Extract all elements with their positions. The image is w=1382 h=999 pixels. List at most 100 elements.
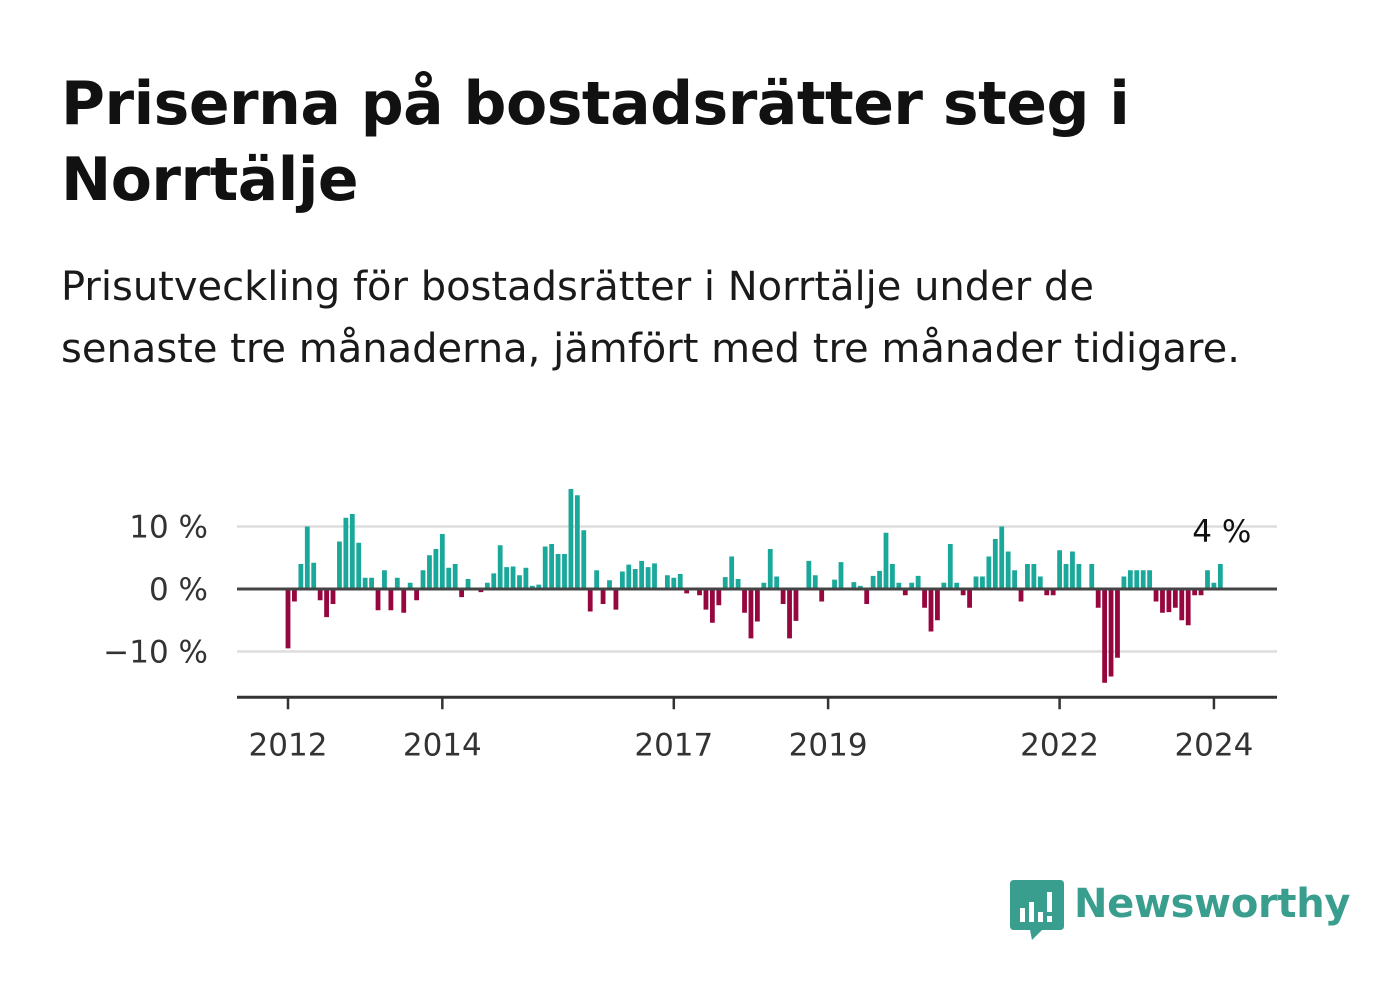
bar bbox=[1127, 570, 1133, 589]
bar bbox=[870, 575, 876, 590]
bar bbox=[1153, 589, 1159, 602]
bar bbox=[819, 589, 825, 602]
bar bbox=[478, 589, 484, 593]
bar bbox=[1089, 564, 1095, 589]
bar bbox=[1025, 564, 1030, 589]
chart-subtitle: Prisutveckling för bostadsrätter i Norrt… bbox=[61, 264, 1240, 372]
bar bbox=[671, 577, 677, 589]
bar bbox=[1217, 564, 1223, 589]
bar bbox=[1185, 589, 1191, 626]
y-tick-label: −10 % bbox=[103, 635, 208, 671]
bar bbox=[613, 589, 619, 610]
bar bbox=[716, 589, 722, 606]
bar bbox=[337, 541, 342, 589]
bar bbox=[742, 589, 747, 613]
bar bbox=[780, 589, 786, 604]
x-tick-label: 2012 bbox=[249, 727, 328, 763]
bar bbox=[594, 570, 600, 589]
bar bbox=[909, 582, 915, 589]
bar bbox=[555, 554, 561, 589]
bar bbox=[446, 567, 452, 589]
bar bbox=[896, 582, 902, 589]
bar bbox=[401, 589, 407, 613]
bar bbox=[1179, 589, 1185, 621]
bar bbox=[632, 569, 638, 589]
bar bbox=[941, 582, 947, 589]
bar bbox=[581, 530, 587, 589]
bar bbox=[504, 567, 510, 590]
x-tick-label: 2014 bbox=[403, 727, 482, 763]
bar-chart-speech-bubble-icon bbox=[1010, 880, 1064, 940]
bar bbox=[703, 589, 709, 610]
bar bbox=[414, 589, 419, 601]
bar bbox=[980, 576, 985, 589]
bar bbox=[600, 589, 606, 604]
bar bbox=[832, 579, 837, 590]
bar bbox=[510, 566, 516, 589]
bar bbox=[626, 564, 632, 590]
bar bbox=[935, 589, 940, 621]
bar bbox=[375, 589, 381, 611]
bar bbox=[1044, 589, 1050, 596]
bar bbox=[356, 542, 362, 589]
bar bbox=[1057, 550, 1062, 589]
bar bbox=[1070, 551, 1075, 589]
bar bbox=[562, 554, 567, 589]
bar bbox=[619, 571, 625, 589]
bar bbox=[684, 589, 690, 594]
bar bbox=[1172, 589, 1178, 608]
bar bbox=[1102, 589, 1108, 683]
bar bbox=[292, 589, 297, 602]
brand-name: Newsworthy bbox=[1074, 881, 1351, 927]
bar bbox=[568, 489, 574, 589]
bar bbox=[767, 549, 773, 589]
x-tick-label: 2017 bbox=[634, 727, 713, 763]
bar bbox=[1192, 589, 1198, 596]
bar bbox=[999, 526, 1005, 589]
bar bbox=[439, 534, 445, 589]
bar bbox=[1012, 570, 1017, 589]
bar bbox=[1134, 570, 1140, 589]
bar bbox=[1121, 576, 1127, 589]
bar bbox=[793, 589, 799, 621]
bar bbox=[787, 589, 792, 639]
bar bbox=[298, 564, 304, 589]
bar bbox=[729, 556, 735, 589]
bar bbox=[915, 575, 921, 590]
bar bbox=[491, 573, 497, 590]
bar bbox=[664, 575, 670, 589]
bar bbox=[697, 589, 702, 596]
bar bbox=[857, 585, 863, 590]
bar bbox=[806, 560, 812, 590]
bar bbox=[330, 589, 336, 604]
bar bbox=[1115, 589, 1120, 658]
bar bbox=[523, 567, 529, 589]
bar bbox=[902, 589, 908, 596]
bar bbox=[890, 564, 895, 589]
bar bbox=[1140, 570, 1146, 589]
bar bbox=[285, 589, 291, 649]
bar bbox=[1037, 576, 1043, 589]
bar bbox=[529, 585, 535, 590]
chart-title: Priserna på bostadsrätter steg i Norrtäl… bbox=[61, 69, 1130, 215]
bar bbox=[748, 589, 754, 639]
bar bbox=[1018, 589, 1024, 602]
bar bbox=[1166, 589, 1172, 613]
y-tick-label: 10 % bbox=[129, 510, 208, 546]
bar bbox=[922, 589, 927, 608]
bar bbox=[382, 570, 387, 589]
bar bbox=[960, 589, 966, 596]
bar bbox=[1205, 570, 1210, 589]
x-tick-label: 2019 bbox=[789, 727, 868, 763]
bar bbox=[349, 514, 355, 589]
x-tick-label: 2024 bbox=[1174, 727, 1253, 763]
bar bbox=[459, 589, 465, 598]
bar bbox=[517, 575, 522, 589]
bars bbox=[285, 489, 1223, 683]
bar bbox=[877, 570, 882, 590]
bar bbox=[1160, 589, 1165, 613]
bar bbox=[947, 544, 953, 589]
bar bbox=[812, 575, 818, 589]
bar bbox=[388, 589, 394, 611]
last-value-label: 4 % bbox=[1192, 514, 1251, 550]
